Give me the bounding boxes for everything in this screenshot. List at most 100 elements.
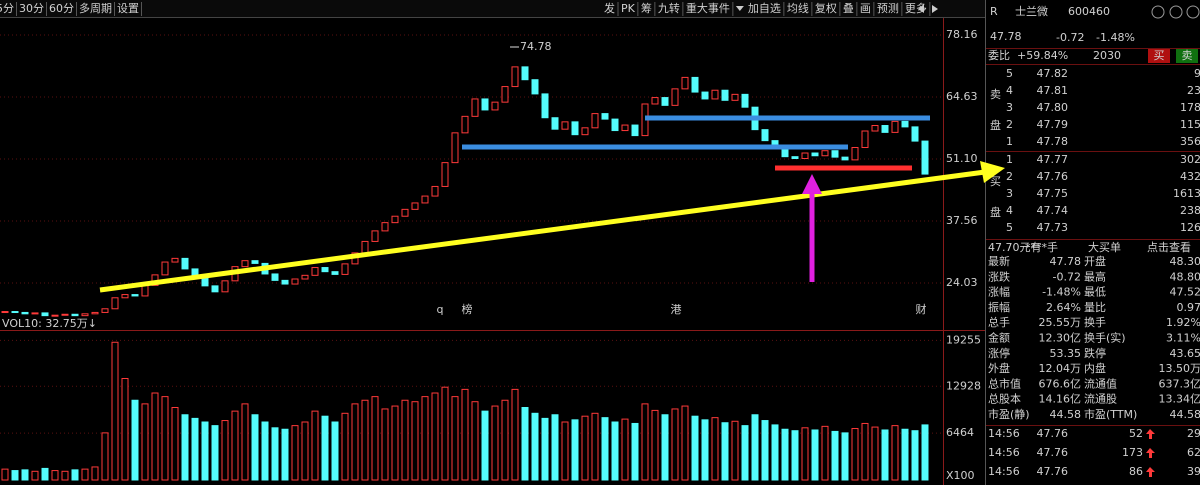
volume-bar	[491, 405, 499, 481]
sell-button-label: 卖	[1182, 49, 1193, 62]
volume-bar	[621, 418, 629, 481]
scroll-left[interactable]	[918, 5, 924, 13]
volume-bar	[221, 420, 229, 481]
volume-bar	[611, 421, 619, 481]
candle	[71, 313, 79, 317]
tick-volume: 86	[1129, 465, 1143, 478]
volume-bar	[631, 422, 639, 481]
stat-value: 53.35	[1050, 347, 1082, 360]
icon[interactable]	[1186, 5, 1200, 19]
toolbar-button[interactable]: 加自选	[748, 2, 781, 15]
big-order[interactable]: 点击查看	[1147, 240, 1191, 254]
toolbar-button[interactable]: 筹	[641, 1, 652, 15]
level: 4	[1006, 204, 1013, 217]
candle	[751, 106, 759, 131]
side-label: 卖	[990, 88, 1001, 101]
volume-title: VOL10: 32.75万↓	[2, 317, 97, 330]
buy-button[interactable]	[1148, 49, 1170, 63]
icon[interactable]	[1169, 5, 1183, 19]
stat-label: 量比	[1084, 301, 1106, 314]
candle	[11, 311, 19, 314]
toolbar-button[interactable]: 均线	[787, 1, 809, 15]
scroll-right[interactable]	[932, 5, 938, 13]
toolbar-button[interactable]: 30分	[19, 2, 44, 15]
stat-value: 0.97	[1177, 301, 1200, 314]
candle	[211, 285, 219, 293]
level: 2	[1006, 118, 1013, 131]
volume-bar	[861, 422, 869, 481]
candle	[401, 208, 409, 217]
stat-value: 12.30亿	[1039, 332, 1082, 345]
buy-button-label: 买	[1154, 49, 1165, 62]
toolbar-button[interactable]: 发	[604, 1, 615, 15]
volume-bar	[21, 469, 29, 481]
y-tick-label: 19255	[946, 333, 981, 346]
toolbar-button[interactable]: 更多	[905, 1, 927, 15]
candle	[481, 98, 489, 111]
volume: 1613	[1173, 187, 1200, 200]
toolbar-button[interactable]: 60分	[49, 2, 74, 15]
volume-bar	[151, 392, 159, 481]
volume-bar	[41, 467, 49, 481]
volume-bar	[211, 425, 219, 481]
volume: 432	[1180, 170, 1200, 183]
candle	[791, 156, 799, 160]
stat-value: 44.58	[1050, 408, 1082, 421]
candle	[151, 274, 159, 286]
toolbar-button[interactable]: PK	[621, 2, 636, 15]
tick-price: 47.76	[1037, 427, 1069, 440]
volume-bar	[771, 424, 779, 481]
toolbar-button[interactable]: 叠	[843, 2, 854, 15]
candle	[261, 262, 269, 275]
candle	[461, 115, 469, 134]
volume-bar	[761, 420, 769, 481]
volume-bar	[901, 428, 909, 481]
toolbar-button[interactable]: 5分	[0, 2, 14, 15]
toolbar-button[interactable]: 重大事件	[686, 1, 730, 15]
big-order: 47.70元有	[988, 240, 1042, 254]
volume-bar	[261, 421, 269, 481]
sell-button[interactable]	[1176, 49, 1198, 63]
candle	[661, 97, 669, 106]
toolbar-button[interactable]: 九转	[658, 1, 680, 15]
candle	[621, 124, 629, 132]
volume-bar	[851, 428, 859, 481]
change: -0.72	[1056, 31, 1084, 44]
dropdown-icon[interactable]	[735, 6, 744, 11]
candle	[631, 124, 639, 137]
candle	[771, 140, 779, 148]
candle	[651, 97, 659, 105]
candle	[831, 150, 839, 158]
volume-bar	[31, 470, 39, 481]
side-label: 买	[990, 175, 1001, 188]
volume: 23	[1187, 84, 1200, 97]
volume-bar	[651, 409, 659, 481]
stat-label: 总市值	[988, 376, 1021, 390]
stat-value: 43.65	[1170, 347, 1200, 360]
candle	[431, 185, 439, 197]
toolbar-button[interactable]: 预测	[877, 2, 899, 15]
volume-bar	[411, 401, 419, 481]
candle	[601, 113, 609, 120]
stat-value: 44.58	[1170, 408, 1200, 421]
toolbar-button[interactable]: 多周期	[79, 1, 112, 15]
candle	[1, 311, 9, 314]
stat-label: 换手(实)	[1084, 331, 1126, 345]
toolbar-button[interactable]: 复权	[815, 1, 837, 15]
volume-bar	[591, 412, 599, 481]
up-arrow	[1146, 448, 1155, 458]
toolbar-button[interactable]: 画	[860, 2, 871, 15]
candle	[541, 93, 549, 119]
price: 47.80	[1037, 101, 1069, 114]
toolbar-button[interactable]: 设置	[117, 2, 139, 15]
stat-label: 跌停	[1084, 346, 1106, 360]
candle	[591, 113, 599, 129]
volume-bar	[781, 428, 789, 481]
candle	[81, 313, 89, 317]
icon[interactable]	[1151, 5, 1165, 19]
stat-label: 流通值	[1084, 376, 1117, 390]
volume-bar	[11, 470, 19, 481]
candle	[191, 268, 199, 280]
candle	[491, 101, 499, 111]
volume: 238	[1180, 204, 1200, 217]
